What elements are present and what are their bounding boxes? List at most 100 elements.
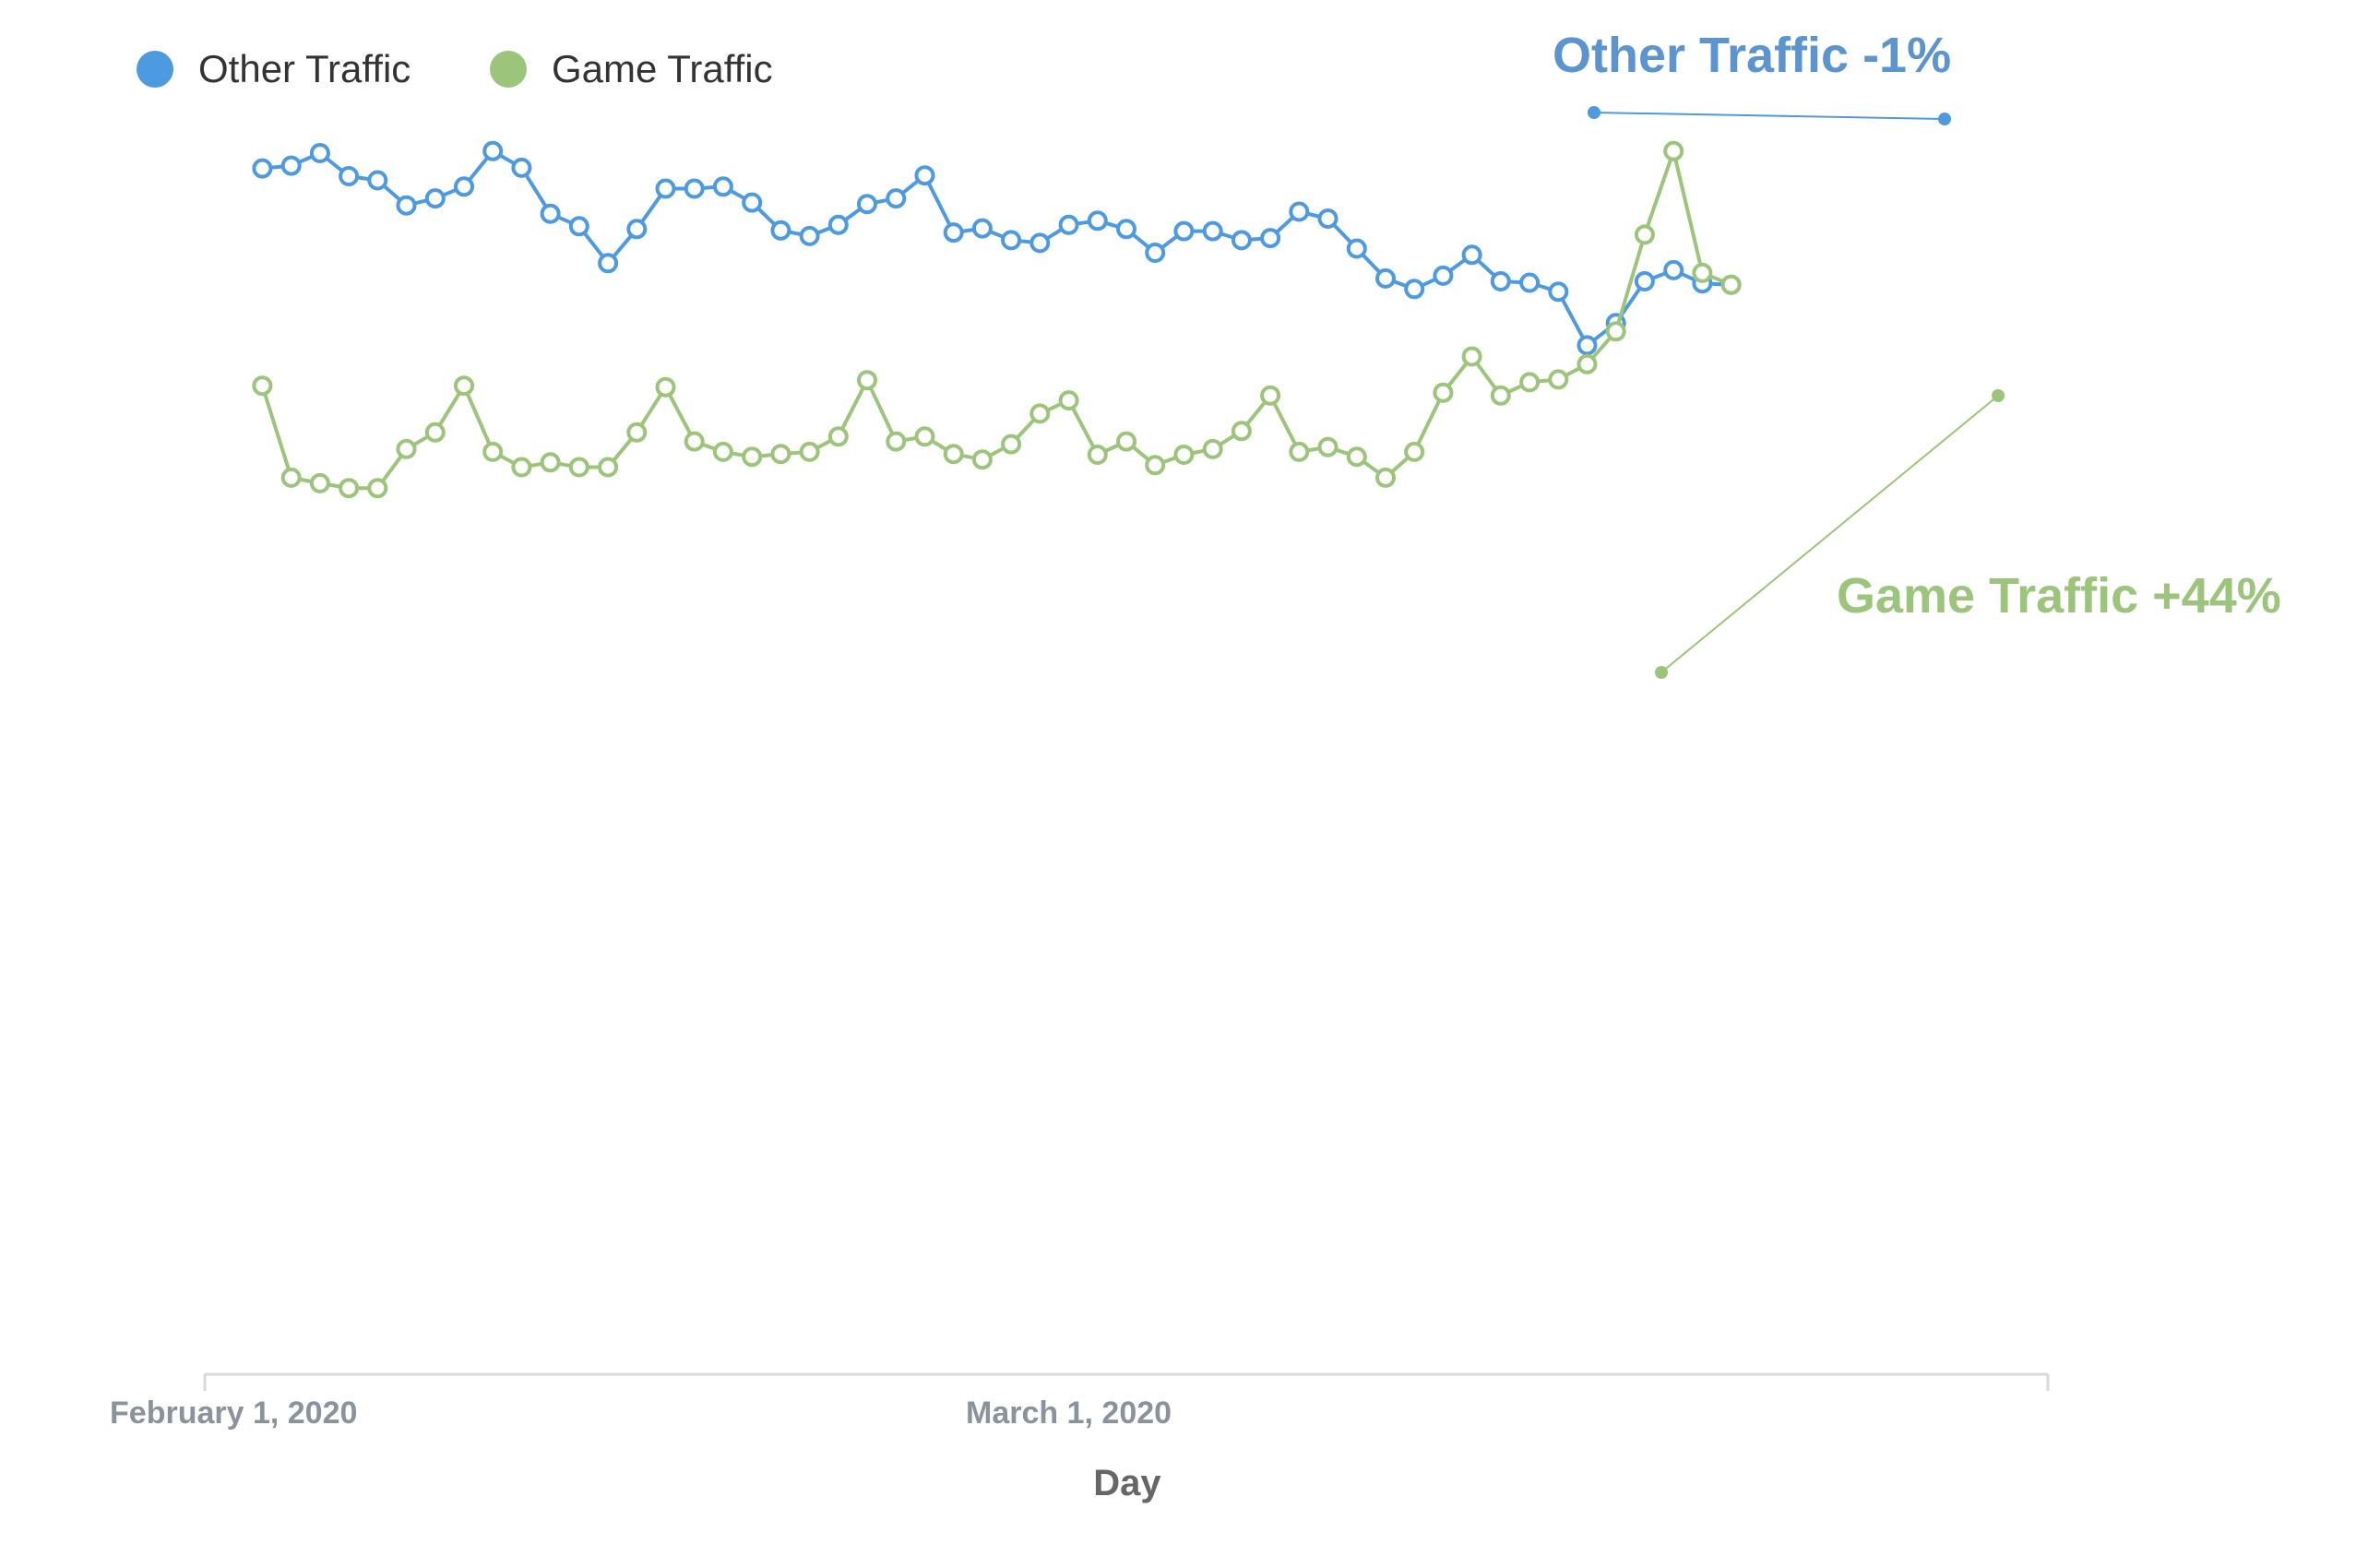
data-point-game-traffic[interactable] [424, 422, 446, 443]
data-point-game-traffic[interactable] [1001, 434, 1022, 455]
data-point-game-traffic[interactable] [1433, 382, 1454, 403]
data-point-game-traffic[interactable] [1289, 441, 1310, 462]
data-point-game-traffic[interactable] [971, 449, 993, 470]
data-point-game-traffic[interactable] [1202, 438, 1223, 459]
data-point-game-traffic[interactable] [1116, 431, 1136, 452]
data-point-other-traffic[interactable] [1634, 271, 1655, 291]
data-point-other-traffic[interactable] [770, 220, 791, 241]
data-point-other-traffic[interactable] [454, 176, 474, 197]
data-point-game-traffic[interactable] [943, 444, 964, 465]
data-point-game-traffic[interactable] [1404, 441, 1425, 462]
data-point-game-traffic[interactable] [1461, 346, 1482, 367]
data-point-other-traffic[interactable] [914, 165, 935, 186]
data-point-other-traffic[interactable] [827, 214, 849, 235]
data-point-game-traffic[interactable] [511, 457, 532, 478]
data-point-other-traffic[interactable] [280, 155, 302, 176]
data-point-game-traffic[interactable] [886, 431, 907, 452]
data-point-game-traffic[interactable] [1173, 445, 1195, 465]
data-point-other-traffic[interactable] [1317, 208, 1339, 229]
data-point-game-traffic[interactable] [1087, 445, 1108, 465]
data-point-game-traffic[interactable] [799, 441, 820, 462]
data-point-game-traffic[interactable] [827, 426, 849, 447]
data-point-other-traffic[interactable] [971, 218, 993, 239]
data-point-game-traffic[interactable] [309, 472, 330, 493]
data-point-game-traffic[interactable] [1605, 321, 1626, 342]
data-point-game-traffic[interactable] [568, 457, 589, 478]
data-point-game-traffic[interactable] [482, 441, 504, 462]
data-point-game-traffic[interactable] [684, 431, 705, 452]
data-point-other-traffic[interactable] [1260, 228, 1281, 249]
data-point-other-traffic[interactable] [511, 157, 532, 178]
data-point-game-traffic[interactable] [1663, 140, 1684, 161]
data-point-game-traffic[interactable] [252, 375, 273, 397]
data-point-other-traffic[interactable] [1116, 219, 1136, 240]
data-point-game-traffic[interactable] [1029, 403, 1051, 424]
data-point-other-traffic[interactable] [1231, 230, 1252, 251]
data-point-other-traffic[interactable] [1058, 214, 1079, 235]
data-point-other-traffic[interactable] [339, 166, 360, 186]
data-point-other-traffic[interactable] [396, 195, 417, 216]
data-point-game-traffic[interactable] [339, 478, 360, 499]
data-point-other-traffic[interactable] [1001, 230, 1022, 251]
data-point-other-traffic[interactable] [655, 178, 676, 199]
data-point-game-traffic[interactable] [857, 370, 877, 391]
legend-label-game-traffic[interactable]: Game Traffic [552, 47, 773, 90]
data-point-other-traffic[interactable] [1519, 272, 1541, 293]
data-point-game-traffic[interactable] [1346, 446, 1367, 468]
data-point-other-traffic[interactable] [886, 188, 907, 209]
data-point-other-traffic[interactable] [1663, 259, 1684, 280]
data-point-game-traffic[interactable] [280, 467, 302, 488]
data-point-other-traffic[interactable] [482, 140, 504, 161]
data-point-other-traffic[interactable] [742, 192, 763, 213]
data-point-other-traffic[interactable] [712, 176, 733, 197]
legend-label-other-traffic[interactable]: Other Traffic [198, 47, 411, 90]
data-point-game-traffic[interactable] [540, 452, 561, 473]
data-point-game-traffic[interactable] [914, 426, 935, 447]
data-point-game-traffic[interactable] [1317, 436, 1339, 457]
data-point-game-traffic[interactable] [655, 376, 676, 398]
data-point-game-traffic[interactable] [1490, 385, 1511, 406]
data-point-other-traffic[interactable] [1087, 210, 1108, 232]
data-point-other-traffic[interactable] [309, 143, 330, 163]
data-point-game-traffic[interactable] [1058, 390, 1079, 411]
data-point-other-traffic[interactable] [1145, 243, 1166, 263]
data-point-game-traffic[interactable] [742, 446, 763, 468]
data-point-game-traffic[interactable] [626, 422, 648, 443]
data-point-other-traffic[interactable] [943, 222, 964, 244]
data-point-other-traffic[interactable] [424, 188, 446, 209]
data-point-other-traffic[interactable] [1346, 238, 1367, 259]
data-point-other-traffic[interactable] [1289, 201, 1310, 222]
data-point-game-traffic[interactable] [1231, 421, 1252, 442]
data-point-other-traffic[interactable] [1404, 279, 1425, 300]
data-point-other-traffic[interactable] [1433, 265, 1454, 286]
data-point-game-traffic[interactable] [367, 478, 388, 499]
data-point-game-traffic[interactable] [454, 375, 474, 397]
data-point-other-traffic[interactable] [1029, 232, 1051, 254]
data-point-game-traffic[interactable] [1260, 385, 1281, 406]
data-point-other-traffic[interactable] [568, 216, 589, 237]
data-point-other-traffic[interactable] [367, 170, 388, 191]
data-point-other-traffic[interactable] [1202, 220, 1223, 242]
data-point-game-traffic[interactable] [712, 441, 733, 462]
data-point-game-traffic[interactable] [1720, 274, 1742, 295]
data-point-other-traffic[interactable] [626, 219, 648, 240]
data-point-game-traffic[interactable] [1519, 372, 1541, 393]
data-point-other-traffic[interactable] [1490, 271, 1511, 291]
data-point-other-traffic[interactable] [1375, 267, 1396, 289]
data-point-other-traffic[interactable] [598, 253, 619, 274]
data-point-game-traffic[interactable] [1375, 467, 1396, 488]
data-point-game-traffic[interactable] [1548, 369, 1569, 390]
data-point-other-traffic[interactable] [1173, 220, 1195, 242]
data-point-game-traffic[interactable] [1145, 455, 1166, 476]
data-point-other-traffic[interactable] [252, 158, 273, 179]
data-point-game-traffic[interactable] [1634, 224, 1655, 245]
data-point-game-traffic[interactable] [396, 438, 417, 459]
data-point-other-traffic[interactable] [684, 178, 705, 199]
data-point-game-traffic[interactable] [770, 444, 791, 465]
data-point-other-traffic[interactable] [1461, 244, 1482, 266]
data-point-game-traffic[interactable] [598, 457, 619, 478]
data-point-other-traffic[interactable] [1548, 281, 1569, 303]
data-point-other-traffic[interactable] [857, 194, 877, 215]
data-point-other-traffic[interactable] [1577, 335, 1598, 356]
data-point-game-traffic[interactable] [1692, 262, 1713, 283]
